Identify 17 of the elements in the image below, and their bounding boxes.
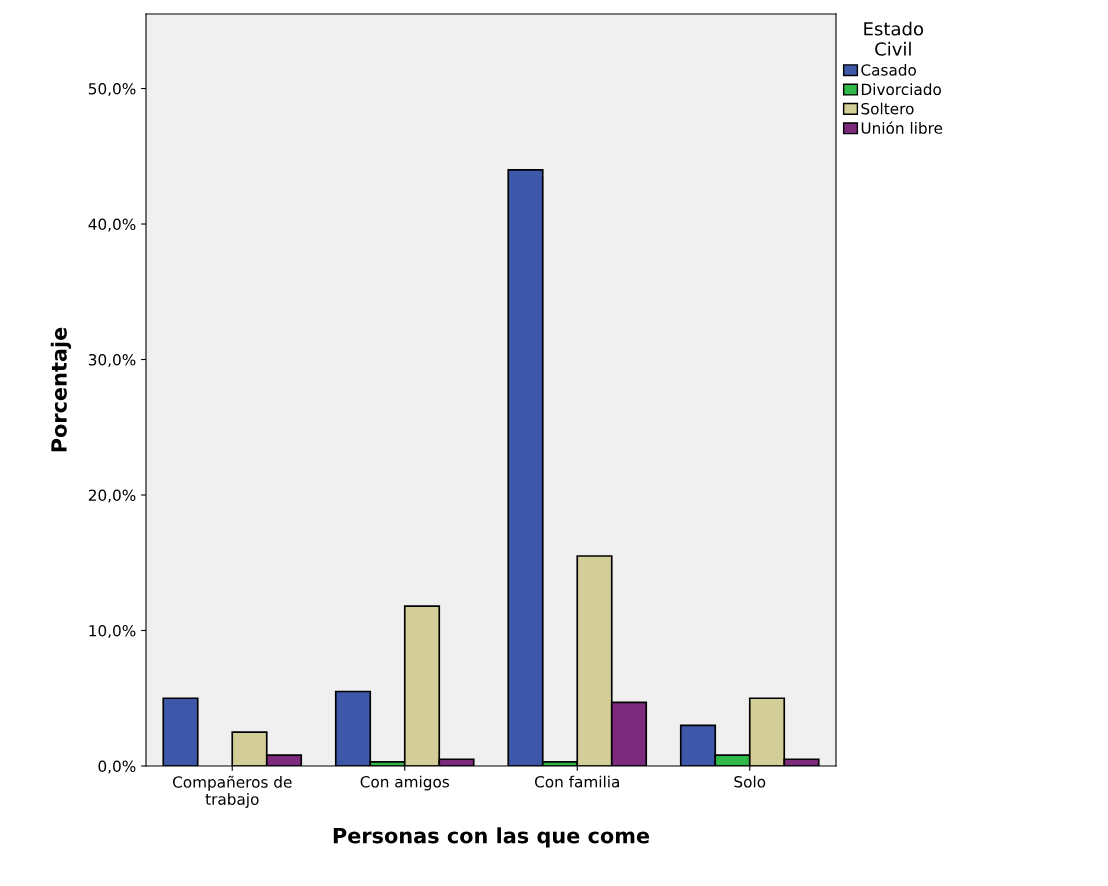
y-tick-label: 10,0%	[89, 624, 136, 639]
x-tick-label: Con amigos	[360, 775, 450, 791]
legend-label: Unión libre	[861, 121, 943, 134]
x-axis-title: Personas con las que come	[333, 827, 650, 848]
y-tick-label: 50,0%	[88, 82, 136, 97]
legend-title: Estado Civil	[864, 21, 924, 56]
legend-label: Casado	[861, 63, 917, 76]
x-tick-label: Con familia	[534, 775, 619, 788]
y-tick-label: 20,0%	[88, 489, 136, 503]
y-axis-title: Porcentaje	[50, 327, 72, 452]
y-tick-label: 40,0%	[88, 218, 136, 232]
legend-label: Soltero	[861, 102, 914, 115]
legend-label: Divorciado	[861, 83, 941, 96]
x-tick-label: Solo	[734, 775, 766, 788]
x-tick-label: Compañeros de trabajo	[172, 775, 292, 808]
y-tick-label: 30,0%	[88, 353, 136, 368]
y-tick-label: 0,0%	[98, 760, 136, 774]
